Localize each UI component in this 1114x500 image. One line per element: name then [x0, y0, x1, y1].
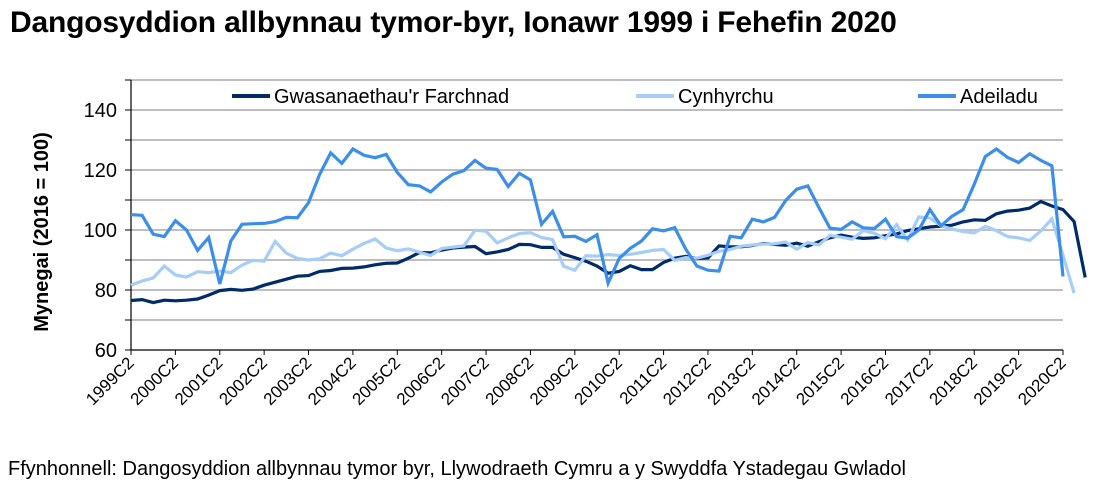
x-tick-label: 2012C2 — [659, 353, 715, 409]
legend-item: Adeiladu — [918, 86, 1038, 108]
legend-item: Gwasanaethau'r Farchnad — [232, 86, 509, 108]
x-tick-label: 2001C2 — [171, 353, 227, 409]
x-tick-label: 2013C2 — [704, 353, 760, 409]
x-tick-label: 2006C2 — [393, 353, 449, 409]
x-tick-label: 2003C2 — [260, 353, 316, 409]
x-tick-label: 2008C2 — [482, 353, 538, 409]
x-tick-label: 2018C2 — [926, 353, 982, 409]
series-line — [130, 199, 1087, 305]
x-tick-label: 2004C2 — [304, 353, 360, 409]
legend-label: Gwasanaethau'r Farchnad — [274, 86, 509, 108]
x-tick-label: 2020C2 — [1014, 353, 1070, 409]
y-tick-label: 140 — [84, 100, 117, 122]
x-tick-label: 2005C2 — [349, 353, 405, 409]
x-tick-label: 2016C2 — [837, 353, 893, 409]
legend-item: Cynhyrchu — [636, 86, 774, 108]
x-tick-label: 2019C2 — [970, 353, 1026, 409]
chart-title: Dangosyddion allbynnau tymor-byr, Ionawr… — [10, 6, 897, 39]
y-tick-label: 120 — [84, 160, 117, 182]
y-axis-label: Mynegai (2016 = 100) — [31, 132, 53, 332]
x-tick-label: 2015C2 — [792, 353, 848, 409]
x-tick-label: 2009C2 — [526, 353, 582, 409]
y-axis-ticks: 60 80 100 120 140 — [84, 79, 131, 362]
y-tick-label: 60 — [95, 340, 117, 362]
y-tick-label: 100 — [84, 220, 117, 242]
x-axis-ticks: 1999C22000C22001C22002C22003C22004C22005… — [82, 350, 1070, 409]
x-tick-label: 2017C2 — [881, 353, 937, 409]
y-tick-label: 80 — [95, 280, 117, 302]
axes — [130, 80, 1063, 351]
x-tick-label: 2010C2 — [570, 353, 626, 409]
x-tick-label: 2002C2 — [215, 353, 271, 409]
series-lines — [130, 146, 1087, 305]
gridlines — [131, 79, 1063, 321]
x-tick-label: 2007C2 — [437, 353, 493, 409]
x-tick-label: 2014C2 — [748, 353, 804, 409]
legend: Gwasanaethau'r Farchnad Cynhyrchu Adeiladu — [232, 86, 1038, 108]
line-chart: 60 80 100 120 140 1999C22000C22001C22002C220… — [31, 79, 1087, 409]
x-tick-label: 2000C2 — [127, 353, 183, 409]
series-line — [130, 146, 1065, 289]
legend-label: Cynhyrchu — [678, 86, 774, 108]
legend-label: Adeiladu — [960, 86, 1038, 108]
source-note: Ffynhonnell: Dangosyddion allbynnau tymo… — [8, 458, 906, 480]
